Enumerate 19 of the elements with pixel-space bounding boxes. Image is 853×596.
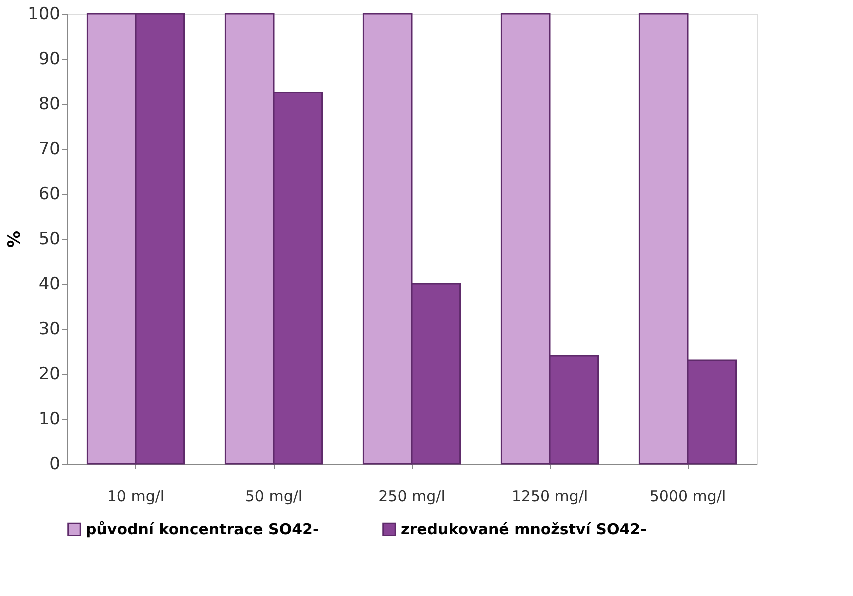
y-tick-label: 40	[38, 274, 60, 294]
y-tick-label: 10	[38, 410, 60, 430]
y-tick-label: 20	[38, 364, 60, 384]
y-axis-title: %	[5, 230, 26, 248]
x-tick-label: 5000 mg/l	[650, 488, 726, 506]
legend-label: zredukované množství SO42-	[401, 520, 647, 539]
y-tick-label: 90	[38, 50, 60, 70]
y-tick-label: 70	[38, 140, 60, 160]
y-tick-label: 30	[38, 320, 60, 340]
x-tick-label: 250 mg/l	[378, 488, 446, 506]
y-tick-label: 80	[38, 94, 60, 114]
y-tick-label: 60	[38, 184, 60, 204]
y-tick-label: 100	[28, 4, 60, 24]
x-tick-label: 1250 mg/l	[512, 488, 588, 506]
legend-label: původní koncentrace SO42-	[86, 520, 320, 539]
y-tick-label: 50	[38, 230, 60, 250]
y-tick-label: 0	[50, 454, 60, 474]
x-tick-label: 10 mg/l	[107, 488, 165, 506]
x-tick-label: 50 mg/l	[245, 488, 303, 506]
